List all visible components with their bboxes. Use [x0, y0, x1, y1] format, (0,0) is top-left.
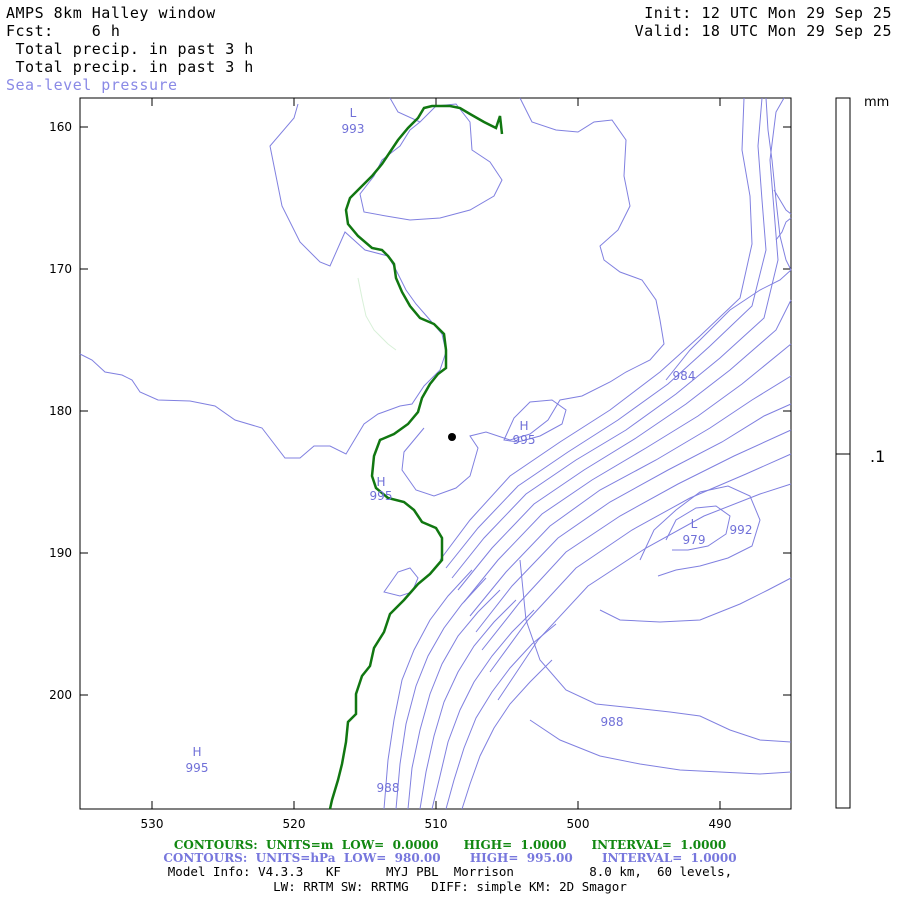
plot-frame: [79, 97, 792, 810]
x-tick-marks: [151, 98, 721, 809]
y-tick-marks: [80, 126, 791, 696]
pressure-center-value: 995: [513, 433, 536, 447]
header-right: Init: 12 UTC Mon 29 Sep 25 Valid: 18 UTC…: [635, 4, 892, 40]
field-label-3: Sea-level pressure: [6, 76, 178, 94]
pressure-contours: [79, 97, 792, 810]
x-tick-label: 510: [425, 817, 448, 831]
pressure-center-letter: H: [192, 745, 201, 759]
y-tick-label: 200: [49, 688, 72, 702]
field-label-1: Total precip. in past 3 h: [15, 40, 254, 58]
pressure-center-letter: L: [350, 106, 357, 120]
init-time: Init: 12 UTC Mon 29 Sep 25: [644, 4, 892, 22]
x-tick-label: 520: [283, 817, 306, 831]
x-tick-label: 530: [141, 817, 164, 831]
colorbar-label: .1: [870, 447, 885, 466]
contour-value-label: 984: [673, 369, 696, 383]
contour-value-label: 992: [730, 523, 753, 537]
y-tick-label: 170: [49, 262, 72, 276]
pressure-center-letter: H: [376, 475, 385, 489]
contour-value-label: 988: [377, 781, 400, 795]
y-tick-label: 190: [49, 546, 72, 560]
plot-title: AMPS 8km Halley window: [6, 4, 216, 22]
pressure-center-value: 993: [342, 122, 365, 136]
colorbar-unit: mm: [864, 95, 889, 110]
pressure-center-value: 979: [683, 533, 706, 547]
field-label-2: Total precip. in past 3 h: [15, 58, 254, 76]
contour-value-label: 988: [601, 715, 624, 729]
x-tick-label: 490: [709, 817, 732, 831]
forecast-value: 6 h: [91, 22, 121, 40]
pressure-center-value: 995: [370, 489, 393, 503]
contour-info-precip: CONTOURS: UNITS=m LOW= 0.0000 HIGH= 1.00…: [173, 838, 727, 852]
y-tick-label: 160: [49, 120, 72, 134]
forecast-label: Fcst:: [6, 22, 54, 40]
colorbar: [835, 97, 851, 809]
header-left: AMPS 8km Halley window Fcst: 6 h Total p…: [6, 4, 254, 94]
pressure-center-value: 995: [186, 761, 209, 775]
valid-time: Valid: 18 UTC Mon 29 Sep 25: [634, 22, 892, 40]
model-info-physics: LW: RRTM SW: RRTMG DIFF: simple KM: 2D S…: [273, 879, 627, 894]
precip-contour: [328, 104, 504, 810]
x-tick-label: 500: [567, 817, 590, 831]
contour-info-pressure: CONTOURS: UNITS=hPa LOW= 980.00 HIGH= 99…: [163, 851, 737, 865]
station-marker: [448, 433, 456, 441]
precip-faint-contour: [357, 277, 397, 351]
pressure-center-letter: L: [691, 517, 698, 531]
y-tick-label: 180: [49, 404, 72, 418]
pressure-center-letter: H: [519, 419, 528, 433]
model-info: Model Info: V4.3.3 KF MYJ PBL Morrison 8…: [167, 864, 733, 879]
